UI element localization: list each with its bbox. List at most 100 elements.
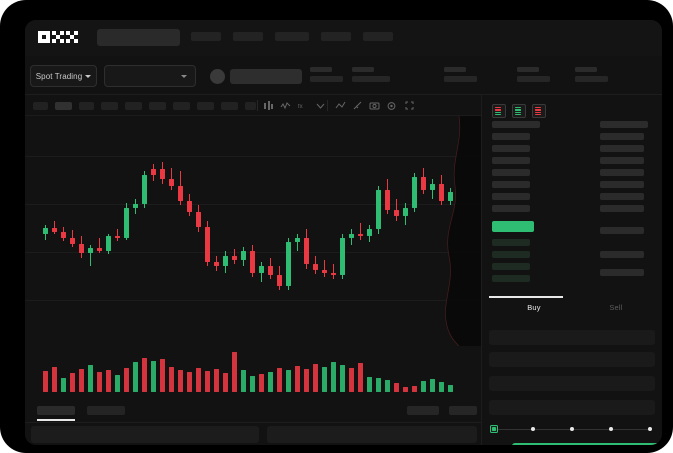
stat-24h-high-value — [352, 76, 390, 82]
nav-3[interactable] — [275, 32, 309, 41]
tf-15m[interactable] — [79, 102, 94, 110]
orderbook-view-asks[interactable] — [532, 104, 546, 118]
orderbook-bid-row[interactable] — [492, 251, 530, 258]
candle-wick — [54, 220, 55, 234]
nav-1[interactable] — [191, 32, 221, 41]
candle-body — [133, 204, 138, 208]
orderbook-ask-row[interactable] — [492, 205, 530, 212]
candlestick-chart-icon[interactable] — [263, 100, 274, 111]
orderbook-view-both[interactable] — [492, 104, 506, 118]
logo-glyph-x — [66, 31, 78, 43]
candle-body — [106, 235, 111, 252]
settings-gear-icon[interactable] — [386, 100, 397, 111]
orderbook-ask-row[interactable] — [492, 157, 530, 164]
stat-24h-turnover-value — [575, 76, 608, 82]
amount-percent-slider[interactable] — [490, 424, 653, 434]
tab-buy[interactable]: Buy — [527, 303, 541, 312]
slider-marker[interactable] — [647, 426, 653, 432]
volume-bar — [142, 358, 147, 392]
toolbar-divider — [257, 100, 258, 111]
tf-1d[interactable] — [173, 102, 190, 110]
search-input[interactable] — [97, 29, 180, 46]
orderbook-ask-row[interactable] — [492, 193, 530, 200]
tf-1mo[interactable] — [221, 102, 238, 110]
orderbook-bid-row[interactable] — [492, 275, 530, 282]
stat-24h-volume — [517, 67, 550, 82]
candle-body — [268, 266, 273, 276]
nav-5[interactable] — [363, 32, 393, 41]
compare-icon[interactable]: fx — [297, 100, 308, 111]
nav-4[interactable] — [321, 32, 351, 41]
chevron-down-icon[interactable] — [315, 100, 326, 111]
candle-body — [61, 231, 66, 239]
tf-1m[interactable] — [33, 102, 48, 110]
tf-30m[interactable] — [101, 102, 118, 110]
orderbook-bid-row[interactable] — [492, 239, 530, 246]
active-tab-underline — [37, 419, 75, 421]
orderbook-view-bids[interactable] — [512, 104, 526, 118]
slider-marker[interactable] — [569, 426, 575, 432]
tf-1w[interactable] — [197, 102, 214, 110]
price-field[interactable] — [489, 352, 655, 367]
stat-24h-low-value — [444, 76, 477, 82]
candle-body — [43, 228, 48, 234]
orderbook-trade-row — [600, 133, 644, 140]
tf-4h[interactable] — [149, 102, 166, 110]
indicators-icon[interactable] — [280, 100, 291, 111]
order-type-field[interactable] — [489, 330, 655, 345]
tab-order-history[interactable] — [87, 406, 125, 415]
candle-body — [124, 207, 129, 239]
market-type-dropdown[interactable]: Spot Trading — [30, 65, 97, 87]
tf-1h[interactable] — [125, 102, 142, 110]
submit-buy-button[interactable] — [512, 443, 662, 445]
volume-bar — [52, 367, 57, 392]
candle-body — [142, 174, 147, 205]
action-hide-other-pairs[interactable] — [407, 406, 439, 415]
tf-5m[interactable] — [55, 102, 72, 110]
tf-more[interactable] — [245, 102, 256, 110]
tab-open-orders[interactable] — [37, 406, 75, 415]
candle-body — [313, 264, 318, 270]
volume-bar — [151, 361, 156, 392]
chart-gridline — [25, 300, 481, 301]
stat-24h-volume-value — [517, 76, 550, 82]
slider-marker[interactable] — [608, 426, 614, 432]
candle-body — [430, 183, 435, 191]
slider-marker[interactable] — [530, 426, 536, 432]
volume-bar — [79, 369, 84, 392]
orderbook-trade-row — [600, 169, 644, 176]
candle-body — [403, 207, 408, 217]
stat-24h-turnover — [575, 67, 608, 82]
candle-wick — [99, 238, 100, 254]
ruler-icon[interactable] — [352, 100, 363, 111]
total-field[interactable] — [489, 400, 655, 415]
trading-pair-dropdown[interactable] — [104, 65, 196, 87]
candle-body — [79, 243, 84, 254]
stat-24h-change-label — [310, 67, 332, 72]
orderbook-ask-row[interactable] — [492, 133, 530, 140]
orders-panel-area — [25, 423, 481, 445]
candle-body — [205, 227, 210, 263]
candle-body — [448, 192, 453, 202]
fullscreen-icon[interactable] — [404, 100, 415, 111]
orderbook-bid-row[interactable] — [492, 263, 530, 270]
volume-bar — [412, 386, 417, 392]
volume-bar — [403, 387, 408, 392]
action-cancel-all[interactable] — [449, 406, 477, 415]
orderbook-ask-row[interactable] — [492, 169, 530, 176]
nav-2[interactable] — [233, 32, 263, 41]
okx-logo[interactable] — [38, 31, 78, 43]
price-chart[interactable] — [25, 116, 481, 401]
camera-icon[interactable] — [369, 100, 380, 111]
candle-body — [187, 201, 192, 212]
candle-body — [88, 247, 93, 254]
slider-handle[interactable] — [490, 425, 498, 434]
candle-body — [358, 233, 363, 236]
tab-sell[interactable]: Sell — [609, 303, 623, 312]
line-chart-icon[interactable] — [335, 100, 346, 111]
volume-series — [25, 334, 481, 392]
amount-field[interactable] — [489, 376, 655, 391]
orderbook-ask-row[interactable] — [492, 145, 530, 152]
orderbook-ask-row[interactable] — [492, 181, 530, 188]
volume-bar — [259, 374, 264, 392]
